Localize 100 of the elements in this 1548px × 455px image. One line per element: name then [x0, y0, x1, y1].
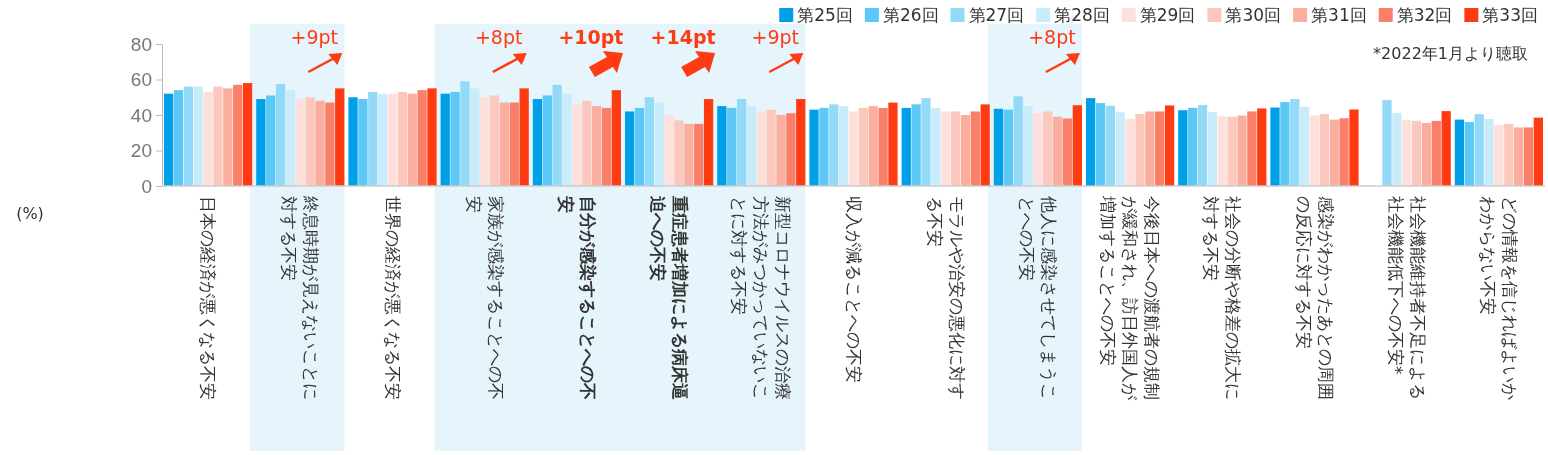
bar — [315, 100, 325, 186]
bar — [499, 102, 510, 186]
x-tick-label: 日本の経済が悪くなる不安 — [198, 196, 219, 400]
bar — [242, 83, 253, 186]
bar — [1300, 106, 1310, 186]
bar — [295, 99, 305, 186]
bar — [1197, 105, 1208, 186]
y-tick-label: 20 — [130, 140, 152, 162]
annotation: +10pt — [558, 26, 624, 48]
bar — [266, 95, 276, 186]
bar — [489, 95, 500, 186]
bar — [460, 81, 470, 186]
bar — [1164, 105, 1175, 186]
bar — [440, 93, 450, 186]
bar — [703, 99, 714, 186]
bar — [358, 99, 368, 186]
bar — [223, 88, 233, 186]
bar — [901, 107, 911, 186]
bar — [1533, 117, 1543, 186]
bar — [1105, 105, 1115, 186]
bar — [888, 102, 898, 186]
bar — [868, 106, 878, 186]
bar — [694, 123, 704, 186]
bar — [233, 84, 243, 186]
bar — [776, 115, 786, 186]
bar — [470, 88, 480, 186]
annotation: +8pt — [474, 26, 523, 48]
bar — [532, 99, 543, 186]
bar — [1280, 102, 1290, 186]
annotation: +14pt — [650, 26, 716, 48]
bar — [285, 90, 296, 186]
bar — [1513, 127, 1524, 186]
bar — [427, 88, 437, 186]
x-tick-label: 重症患者増加による病床逼迫への不安 — [648, 195, 691, 400]
x-tick-label: 自分が感染することへの不安 — [555, 196, 598, 400]
x-tick-label: 収入が減ることへの不安 — [843, 196, 864, 383]
bar — [1125, 118, 1135, 186]
x-tick-label: 感染がわかったあとの周囲の反応に対する不安 — [1293, 196, 1336, 400]
bar — [921, 98, 931, 186]
bar — [601, 107, 612, 186]
bar — [348, 97, 358, 186]
bar — [1188, 107, 1198, 186]
bar — [256, 99, 266, 186]
bar — [941, 111, 951, 186]
bar — [542, 95, 552, 186]
annotation: +9pt — [290, 26, 339, 48]
bar — [1178, 110, 1188, 186]
bar — [931, 107, 941, 186]
bar — [1227, 116, 1237, 186]
bar — [450, 91, 460, 186]
y-tick-label: 0 — [141, 175, 152, 197]
bar — [1349, 109, 1359, 186]
bar — [664, 115, 674, 186]
bar — [1247, 111, 1257, 186]
bar — [878, 107, 888, 186]
bar — [829, 104, 839, 186]
bar — [746, 106, 757, 186]
bar — [1382, 100, 1392, 186]
bar — [1145, 111, 1155, 186]
x-tick-label: モラルや治安の悪化に対する不安 — [924, 196, 967, 400]
legend-label: 第33回 — [1482, 5, 1538, 25]
bar — [1155, 111, 1165, 186]
bar — [213, 86, 223, 186]
bar — [1441, 111, 1451, 186]
y-tick-label: 80 — [130, 33, 152, 55]
bar — [684, 123, 694, 186]
legend-label: 第29回 — [1139, 5, 1196, 25]
bar — [1402, 119, 1412, 186]
bar — [552, 84, 562, 186]
bar — [378, 93, 388, 186]
bar — [592, 106, 602, 186]
bar — [993, 108, 1004, 186]
bar — [519, 88, 529, 186]
bar — [960, 115, 971, 186]
bar — [1033, 113, 1043, 186]
x-tick-label: 世界の経済が悪くなる不安 — [382, 196, 403, 400]
bar — [911, 104, 921, 186]
bar — [1135, 113, 1145, 186]
bar — [980, 104, 990, 186]
bar — [654, 102, 664, 186]
bar — [848, 111, 859, 186]
y-tick-label: 60 — [130, 69, 152, 91]
bar — [417, 90, 427, 186]
x-tick-label: 他人に感染させてしまうことへの不安 — [1016, 196, 1059, 400]
x-tick-label: 社会機能維持者不足による社会機能低下への不安* — [1385, 196, 1428, 400]
bar — [397, 91, 407, 186]
bar — [1023, 106, 1033, 186]
bar — [1484, 118, 1494, 186]
bar — [950, 111, 961, 186]
bar — [173, 90, 184, 186]
bar — [368, 91, 378, 186]
bar — [1115, 112, 1125, 186]
x-tick-label: 終息時期が見えないことに対する不安 — [279, 195, 322, 400]
bar — [1411, 120, 1422, 186]
bar — [1003, 109, 1013, 186]
bar — [786, 113, 796, 186]
bar — [1494, 124, 1504, 186]
bar — [1523, 127, 1534, 186]
bar — [582, 100, 592, 186]
bar — [1072, 105, 1082, 186]
